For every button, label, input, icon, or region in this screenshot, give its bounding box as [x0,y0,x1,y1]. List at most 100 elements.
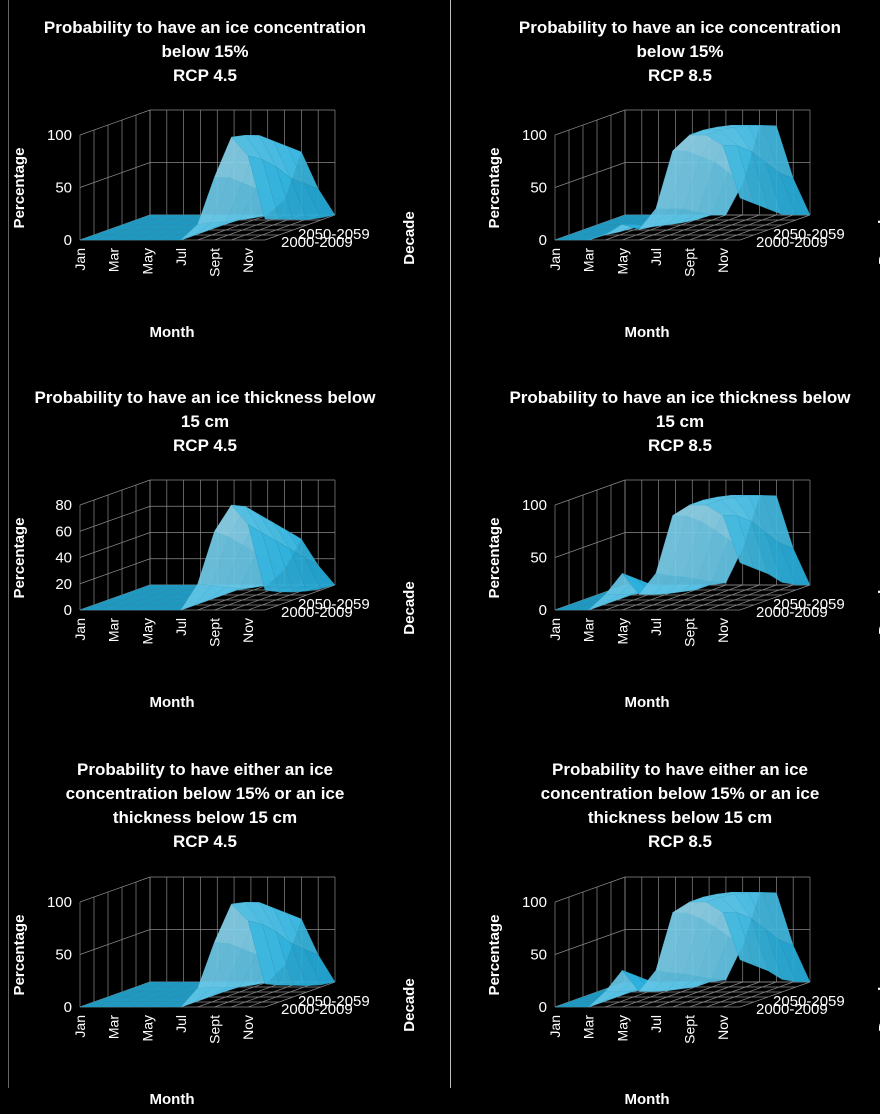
y-tick-label: 0 [539,602,547,619]
month-tick-label: Nov [240,1015,256,1040]
chart-panel-ice-thickness-rcp85: Probability to have an ice thickness bel… [475,380,880,742]
month-tick-label: Sept [682,618,698,647]
x-axis-label: Month [625,694,670,711]
floor-gridline [690,215,760,240]
month-tick-label: Nov [715,618,731,643]
x-axis-label: Month [150,324,195,341]
y-axis-label: Percentage [11,518,28,599]
x-axis-label: Month [625,1091,670,1108]
month-tick-label: May [614,248,630,274]
side-wall-gridline [80,877,150,902]
month-tick-label: Sept [207,1015,223,1044]
y-tick-label: 20 [55,576,72,593]
y-tick-label: 50 [530,947,547,964]
x-axis-label: Month [150,1091,195,1108]
month-tick-label: Jul [648,248,664,266]
y-tick-label: 100 [47,127,72,144]
month-tick-label: Jan [72,1015,88,1038]
y-tick-label: 80 [55,497,72,514]
month-tick-label: Mar [581,1015,597,1039]
month-tick-label: Nov [715,1015,731,1040]
y-axis-label: Percentage [486,518,503,599]
month-tick-label: Jan [547,248,563,271]
z-axis-label: Decade [876,978,880,1031]
side-wall-gridline [555,930,625,955]
month-tick-label: Mar [106,618,122,642]
chart-panel-ice-concentration-rcp45: Probability to have an ice concentration… [0,10,430,372]
y-axis-label: Percentage [11,915,28,996]
month-tick-label: Sept [207,618,223,647]
z-axis-label: Decade [401,978,418,1031]
month-tick-label: Nov [715,248,731,273]
y-tick-label: 0 [539,232,547,249]
month-tick-label: May [139,248,155,274]
month-tick-label: Jan [547,618,563,641]
y-tick-label: 50 [55,947,72,964]
y-tick-label: 0 [64,602,72,619]
month-tick-label: Jul [173,1015,189,1033]
side-wall-gridline [555,533,625,558]
z-axis-label: Decade [876,211,880,264]
decade-tick-label: 2000-2009 [756,1001,828,1018]
y-tick-label: 40 [55,550,72,567]
month-tick-label: Jul [648,1015,664,1033]
month-tick-label: Jul [648,618,664,636]
decade-tick-label: 2000-2009 [281,234,353,251]
floor-gridline [690,982,760,1007]
month-tick-label: Mar [106,1015,122,1039]
z-axis-label: Decade [401,581,418,634]
decade-tick-label: 2000-2009 [281,1001,353,1018]
side-wall-gridline [80,480,150,505]
month-tick-label: May [139,1015,155,1041]
column-divider [450,0,451,1088]
decade-tick-label: 2000-2009 [756,234,828,251]
month-tick-label: May [139,618,155,644]
side-wall-gridline [80,930,150,955]
chart-panel-ice-thickness-rcp45: Probability to have an ice thickness bel… [0,380,430,742]
x-axis-label: Month [150,694,195,711]
y-tick-label: 50 [530,180,547,197]
month-tick-label: May [614,1015,630,1041]
month-tick-label: Jan [547,1015,563,1038]
y-tick-label: 100 [47,894,72,911]
month-tick-label: Nov [240,618,256,643]
y-tick-label: 0 [539,999,547,1016]
month-tick-label: May [614,618,630,644]
month-tick-label: Jul [173,618,189,636]
side-wall-gridline [555,163,625,188]
month-tick-label: Nov [240,248,256,273]
month-tick-label: Mar [581,618,597,642]
y-tick-label: 50 [530,550,547,567]
y-axis-label: Percentage [11,148,28,229]
side-wall-gridline [555,110,625,135]
side-wall-gridline [80,559,150,584]
x-axis-label: Month [625,324,670,341]
y-tick-label: 100 [522,127,547,144]
y-tick-label: 50 [55,180,72,197]
month-tick-label: Sept [682,248,698,277]
y-axis-label: Percentage [486,148,503,229]
month-tick-label: Jan [72,248,88,271]
month-tick-label: Sept [682,1015,698,1044]
surface-chart: 0 50 100 Percentage Jan Mar May Jul Sept Nov Month… [475,752,880,1114]
decade-tick-label: 2000-2009 [281,604,353,621]
month-tick-label: Jan [72,618,88,641]
y-tick-label: 0 [64,999,72,1016]
month-tick-label: Sept [207,248,223,277]
month-tick-label: Mar [106,248,122,272]
y-tick-label: 0 [64,232,72,249]
y-axis-label: Percentage [486,915,503,996]
chart-panel-ice-concentration-rcp85: Probability to have an ice concentration… [475,10,880,372]
decade-tick-label: 2000-2009 [756,604,828,621]
month-tick-label: Jul [173,248,189,266]
side-wall-gridline [80,506,150,531]
y-tick-label: 100 [522,894,547,911]
side-wall-gridline [80,110,150,135]
side-wall-gridline [80,163,150,188]
z-axis-label: Decade [401,211,418,264]
